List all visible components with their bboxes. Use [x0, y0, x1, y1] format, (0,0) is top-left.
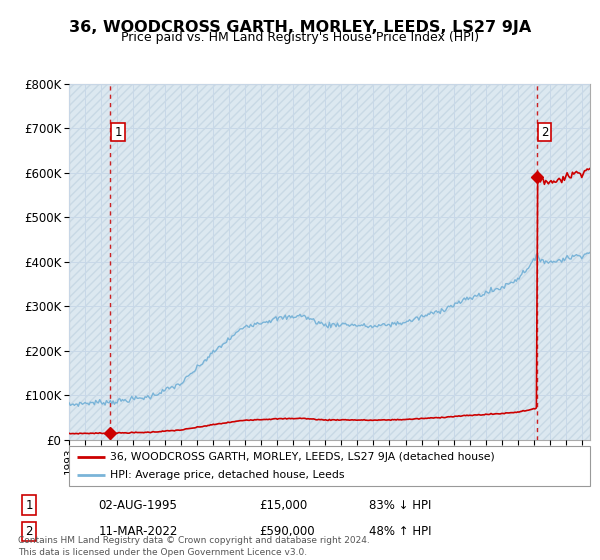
Text: 02-AUG-1995: 02-AUG-1995 [98, 499, 177, 512]
Text: 11-MAR-2022: 11-MAR-2022 [98, 525, 178, 538]
Text: 83% ↓ HPI: 83% ↓ HPI [369, 499, 431, 512]
Text: 36, WOODCROSS GARTH, MORLEY, LEEDS, LS27 9JA: 36, WOODCROSS GARTH, MORLEY, LEEDS, LS27… [69, 20, 531, 35]
Text: 2: 2 [26, 525, 33, 538]
Text: 36, WOODCROSS GARTH, MORLEY, LEEDS, LS27 9JA (detached house): 36, WOODCROSS GARTH, MORLEY, LEEDS, LS27… [110, 452, 494, 461]
Text: 48% ↑ HPI: 48% ↑ HPI [369, 525, 431, 538]
Text: £590,000: £590,000 [260, 525, 316, 538]
Text: HPI: Average price, detached house, Leeds: HPI: Average price, detached house, Leed… [110, 470, 344, 480]
Text: 1: 1 [115, 125, 122, 138]
Text: £15,000: £15,000 [260, 499, 308, 512]
FancyBboxPatch shape [69, 446, 590, 486]
Text: 2: 2 [541, 125, 548, 138]
Text: Price paid vs. HM Land Registry's House Price Index (HPI): Price paid vs. HM Land Registry's House … [121, 31, 479, 44]
Text: Contains HM Land Registry data © Crown copyright and database right 2024.
This d: Contains HM Land Registry data © Crown c… [18, 536, 370, 557]
Text: 1: 1 [26, 499, 33, 512]
